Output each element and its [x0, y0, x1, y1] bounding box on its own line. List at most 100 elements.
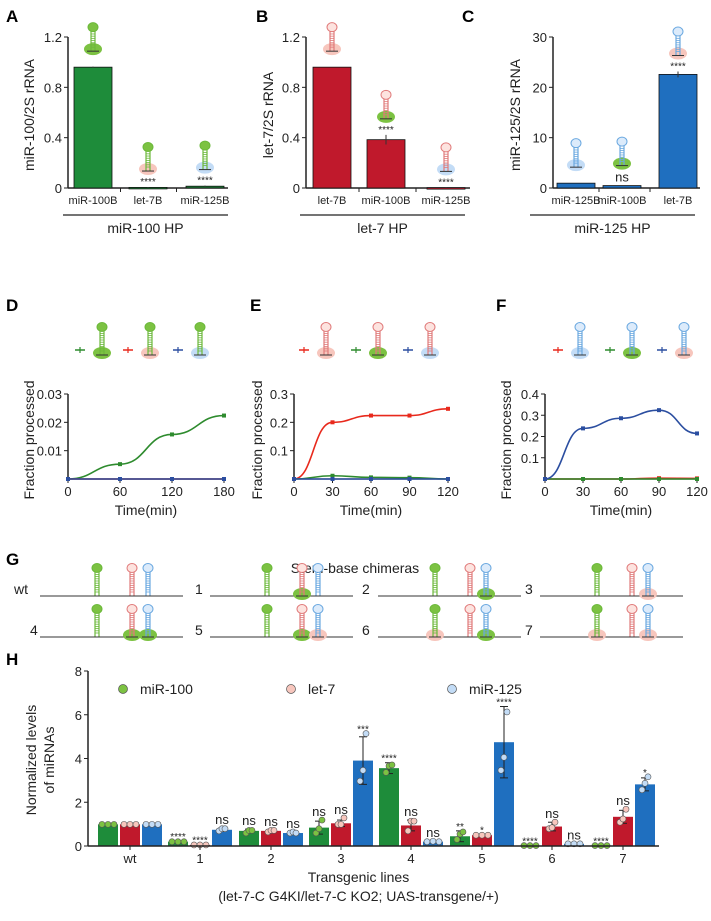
hairpin-icon: [669, 26, 687, 60]
bar: [73, 66, 113, 189]
y-axis-label: Fraction processed: [249, 380, 265, 499]
construct-label: 6: [362, 622, 370, 638]
hairpin-base-icon: [84, 43, 102, 56]
x-tick-label: 120: [161, 484, 183, 499]
y-tick-label: 0.1: [521, 451, 539, 466]
hairpin-loop: [380, 89, 392, 100]
y-tick-label: 0.3: [270, 387, 288, 402]
hairpin-icon: [323, 22, 341, 56]
legend-label: miR-125: [469, 681, 522, 697]
data-point: [657, 477, 661, 481]
hairpin-base-icon: [123, 629, 141, 641]
hairpin-icon: [196, 140, 214, 174]
y-tick-label: 0.01: [37, 444, 62, 459]
hairpin-icon: [369, 322, 387, 359]
bar: [366, 139, 406, 189]
hairpin-loop: [642, 563, 654, 573]
replicate-dot: [120, 821, 128, 828]
hairpin-icon: [567, 138, 585, 172]
data-point: [330, 477, 335, 481]
x-tick-label: let-7B: [664, 195, 693, 207]
bar: [658, 74, 698, 189]
data-point: [118, 477, 122, 481]
y-tick-label: 10: [533, 131, 547, 146]
panel-letter: C: [462, 7, 474, 26]
hairpin-loop: [142, 604, 154, 614]
hairpin-base-icon: [323, 43, 341, 56]
y-tick-label: 0.8: [44, 80, 62, 95]
hairpin-base-icon: [623, 347, 641, 359]
replicate-dot: [126, 821, 134, 828]
hairpin-icon: [429, 563, 441, 597]
significance-label: ****: [192, 835, 208, 846]
replicate-dot: [497, 767, 505, 774]
y-tick-label: 0: [540, 181, 547, 196]
hairpin-loop: [424, 322, 436, 332]
hairpin-base-icon: [139, 163, 157, 176]
hairpin-loop: [672, 26, 684, 37]
significance-label: ****: [593, 836, 609, 847]
significance-label: ns: [426, 825, 440, 840]
hairpin-loop: [480, 604, 492, 614]
x-tick-label: 4: [407, 851, 414, 866]
y-axis-label: Fraction processed: [498, 380, 514, 499]
replicate-dot: [98, 821, 106, 828]
hairpin-icon: [91, 563, 103, 597]
hairpin-base-icon: [669, 47, 687, 60]
data-point: [407, 413, 412, 418]
x-tick-label: 90: [402, 484, 416, 499]
hairpin-icon: [623, 322, 641, 359]
y-tick-label: 8: [75, 664, 82, 679]
panel-letter: A: [6, 7, 18, 26]
hairpin-base-icon: [477, 588, 495, 600]
bar: [212, 829, 232, 846]
hairpin-loop: [296, 604, 308, 614]
significance-label: **: [456, 822, 464, 833]
significance-label: ns: [215, 812, 229, 827]
y-tick-label: 20: [533, 80, 547, 95]
bar: [312, 66, 352, 189]
hairpin-base-icon: [369, 347, 387, 359]
significance-label: *: [643, 768, 647, 779]
data-point: [170, 432, 174, 437]
hairpin-loop: [144, 322, 156, 332]
y-tick-label: 2: [75, 795, 82, 810]
x-tick-label: miR-125B: [422, 195, 471, 207]
x-tick-label: 6: [548, 851, 555, 866]
hairpin-base-icon: [437, 163, 455, 176]
x-tick-label: miR-100B: [362, 195, 411, 207]
significance-label: ***: [357, 725, 369, 736]
x-tick-label: miR-125B: [181, 195, 230, 207]
hairpin-icon: [123, 604, 141, 641]
series-line-green: [67, 414, 225, 480]
x-tick-label: 60: [364, 484, 378, 499]
x-tick-label: 120: [437, 484, 459, 499]
hairpin-loop: [320, 322, 332, 332]
hairpin-base-icon: [477, 629, 495, 641]
group-label: miR-100 HP: [107, 220, 183, 236]
replicate-dot: [154, 821, 162, 828]
legend-dot: [286, 684, 296, 694]
data-point: [543, 477, 547, 481]
replicate-dot: [318, 816, 326, 824]
hairpin-base-icon: [309, 629, 327, 641]
x-tick-label: 1: [196, 851, 203, 866]
hairpin-loop: [312, 604, 324, 614]
replicate-dot: [622, 805, 630, 813]
hairpin-base-icon: [567, 159, 585, 172]
replicate-dot: [148, 821, 156, 828]
data-point: [446, 477, 450, 481]
hairpin-icon: [93, 322, 111, 359]
hairpin-icon: [139, 142, 157, 176]
x-tick-label: let-7B: [318, 195, 347, 207]
significance-label: ns: [312, 804, 326, 819]
hairpin-loop: [142, 563, 154, 573]
hairpin-loop: [480, 563, 492, 573]
y-axis-label: miR-100/2S rRNA: [21, 58, 37, 171]
hairpin-loop: [91, 563, 103, 573]
data-point: [581, 477, 585, 481]
data-point: [369, 477, 373, 481]
hairpin-loop: [261, 563, 273, 573]
y-tick-label: 0.4: [44, 131, 62, 146]
